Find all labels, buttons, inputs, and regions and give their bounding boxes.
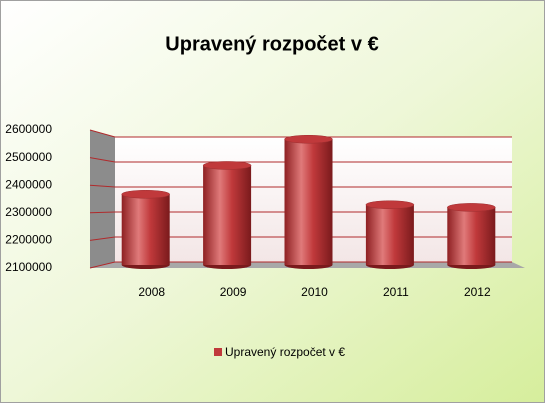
x-tick-label: 2011 (383, 285, 409, 299)
y-tick-label: 2400000 (5, 177, 52, 191)
chart-title: Upravený rozpočet v € (165, 33, 378, 55)
grid-line-side (89, 129, 116, 138)
y-tick-label: 2100000 (5, 260, 52, 274)
grid-line-side (89, 211, 116, 214)
plot-area (89, 129, 512, 269)
bar (284, 134, 333, 269)
bar (202, 161, 252, 269)
y-tick-label: 2300000 (5, 205, 52, 219)
grid-line-side (89, 236, 116, 241)
bar-body (203, 165, 252, 265)
bar (365, 200, 415, 269)
bar-top (121, 190, 170, 199)
grid-line-side (89, 157, 116, 163)
grid-line-side (89, 184, 116, 188)
legend-swatch (214, 348, 222, 356)
bar-body (284, 139, 333, 265)
grid-line-side (89, 261, 116, 269)
bar (121, 190, 170, 269)
x-tick-label: 2010 (301, 285, 328, 299)
bar-top (202, 161, 252, 170)
y-tick-label: 2600000 (5, 122, 52, 136)
bar (447, 203, 496, 269)
bar-body (365, 204, 414, 265)
bar-top (365, 200, 415, 209)
side-wall (90, 130, 115, 268)
y-tick-label: 2500000 (5, 150, 52, 164)
bar-body (447, 207, 496, 265)
bar-top (284, 134, 333, 144)
x-tick-label: 2012 (464, 285, 491, 299)
bar-body (121, 194, 170, 265)
bar-top (447, 203, 496, 212)
legend-label: Upravený rozpočet v € (225, 345, 345, 359)
x-tick-label: 2008 (138, 285, 165, 299)
x-tick-label: 2009 (220, 285, 247, 299)
y-tick-label: 2200000 (5, 233, 52, 247)
